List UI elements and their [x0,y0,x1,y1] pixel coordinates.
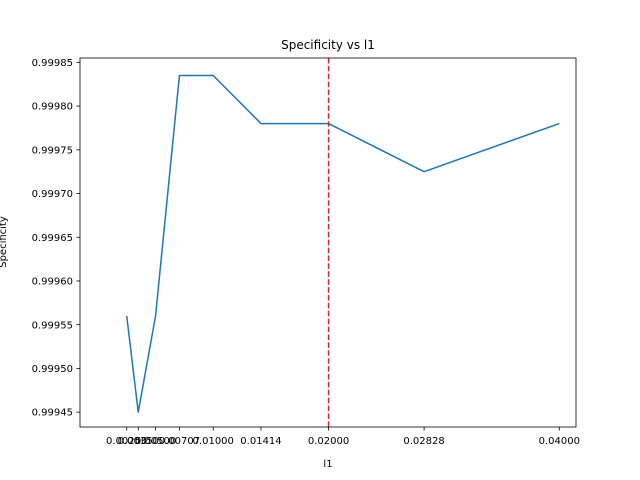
y-tick-label: 0.99980 [32,102,73,113]
x-tick-label: 0.01000 [193,436,234,447]
y-tick-label: 0.99965 [32,233,73,244]
y-tick-label: 0.99960 [32,277,73,288]
y-tick-label: 0.99985 [32,58,73,69]
x-tick-label: 0.00707 [159,436,200,447]
x-tick-label: 0.04000 [539,436,580,447]
chart-title: Specificity vs l1 [281,38,375,52]
y-axis: 0.99945 0.99950 0.99955 0.99960 0.99965 0.999… [32,58,80,419]
y-axis-label: Specificity [0,216,9,268]
x-tick-label: 0.00500 [135,436,176,447]
y-tick-label: 0.99950 [32,364,73,375]
series-line-0 [125,74,560,413]
axes-frame [79,57,577,428]
y-tick-label: 0.99970 [32,189,73,200]
x-tick-label: 0.00350 [118,436,159,447]
x-tick-label: 0.00250 [106,436,147,447]
y-tick-label: 0.99975 [32,145,73,156]
x-tick-label: 0.02828 [403,436,444,447]
plot-area [79,57,577,428]
x-axis-label: l1 [323,459,332,470]
x-tick-label: 0.01414 [240,436,281,447]
y-tick-label: 0.99955 [32,320,73,331]
x-tick-label: 0.02000 [308,436,349,447]
y-tick-label: 0.99945 [32,408,73,419]
